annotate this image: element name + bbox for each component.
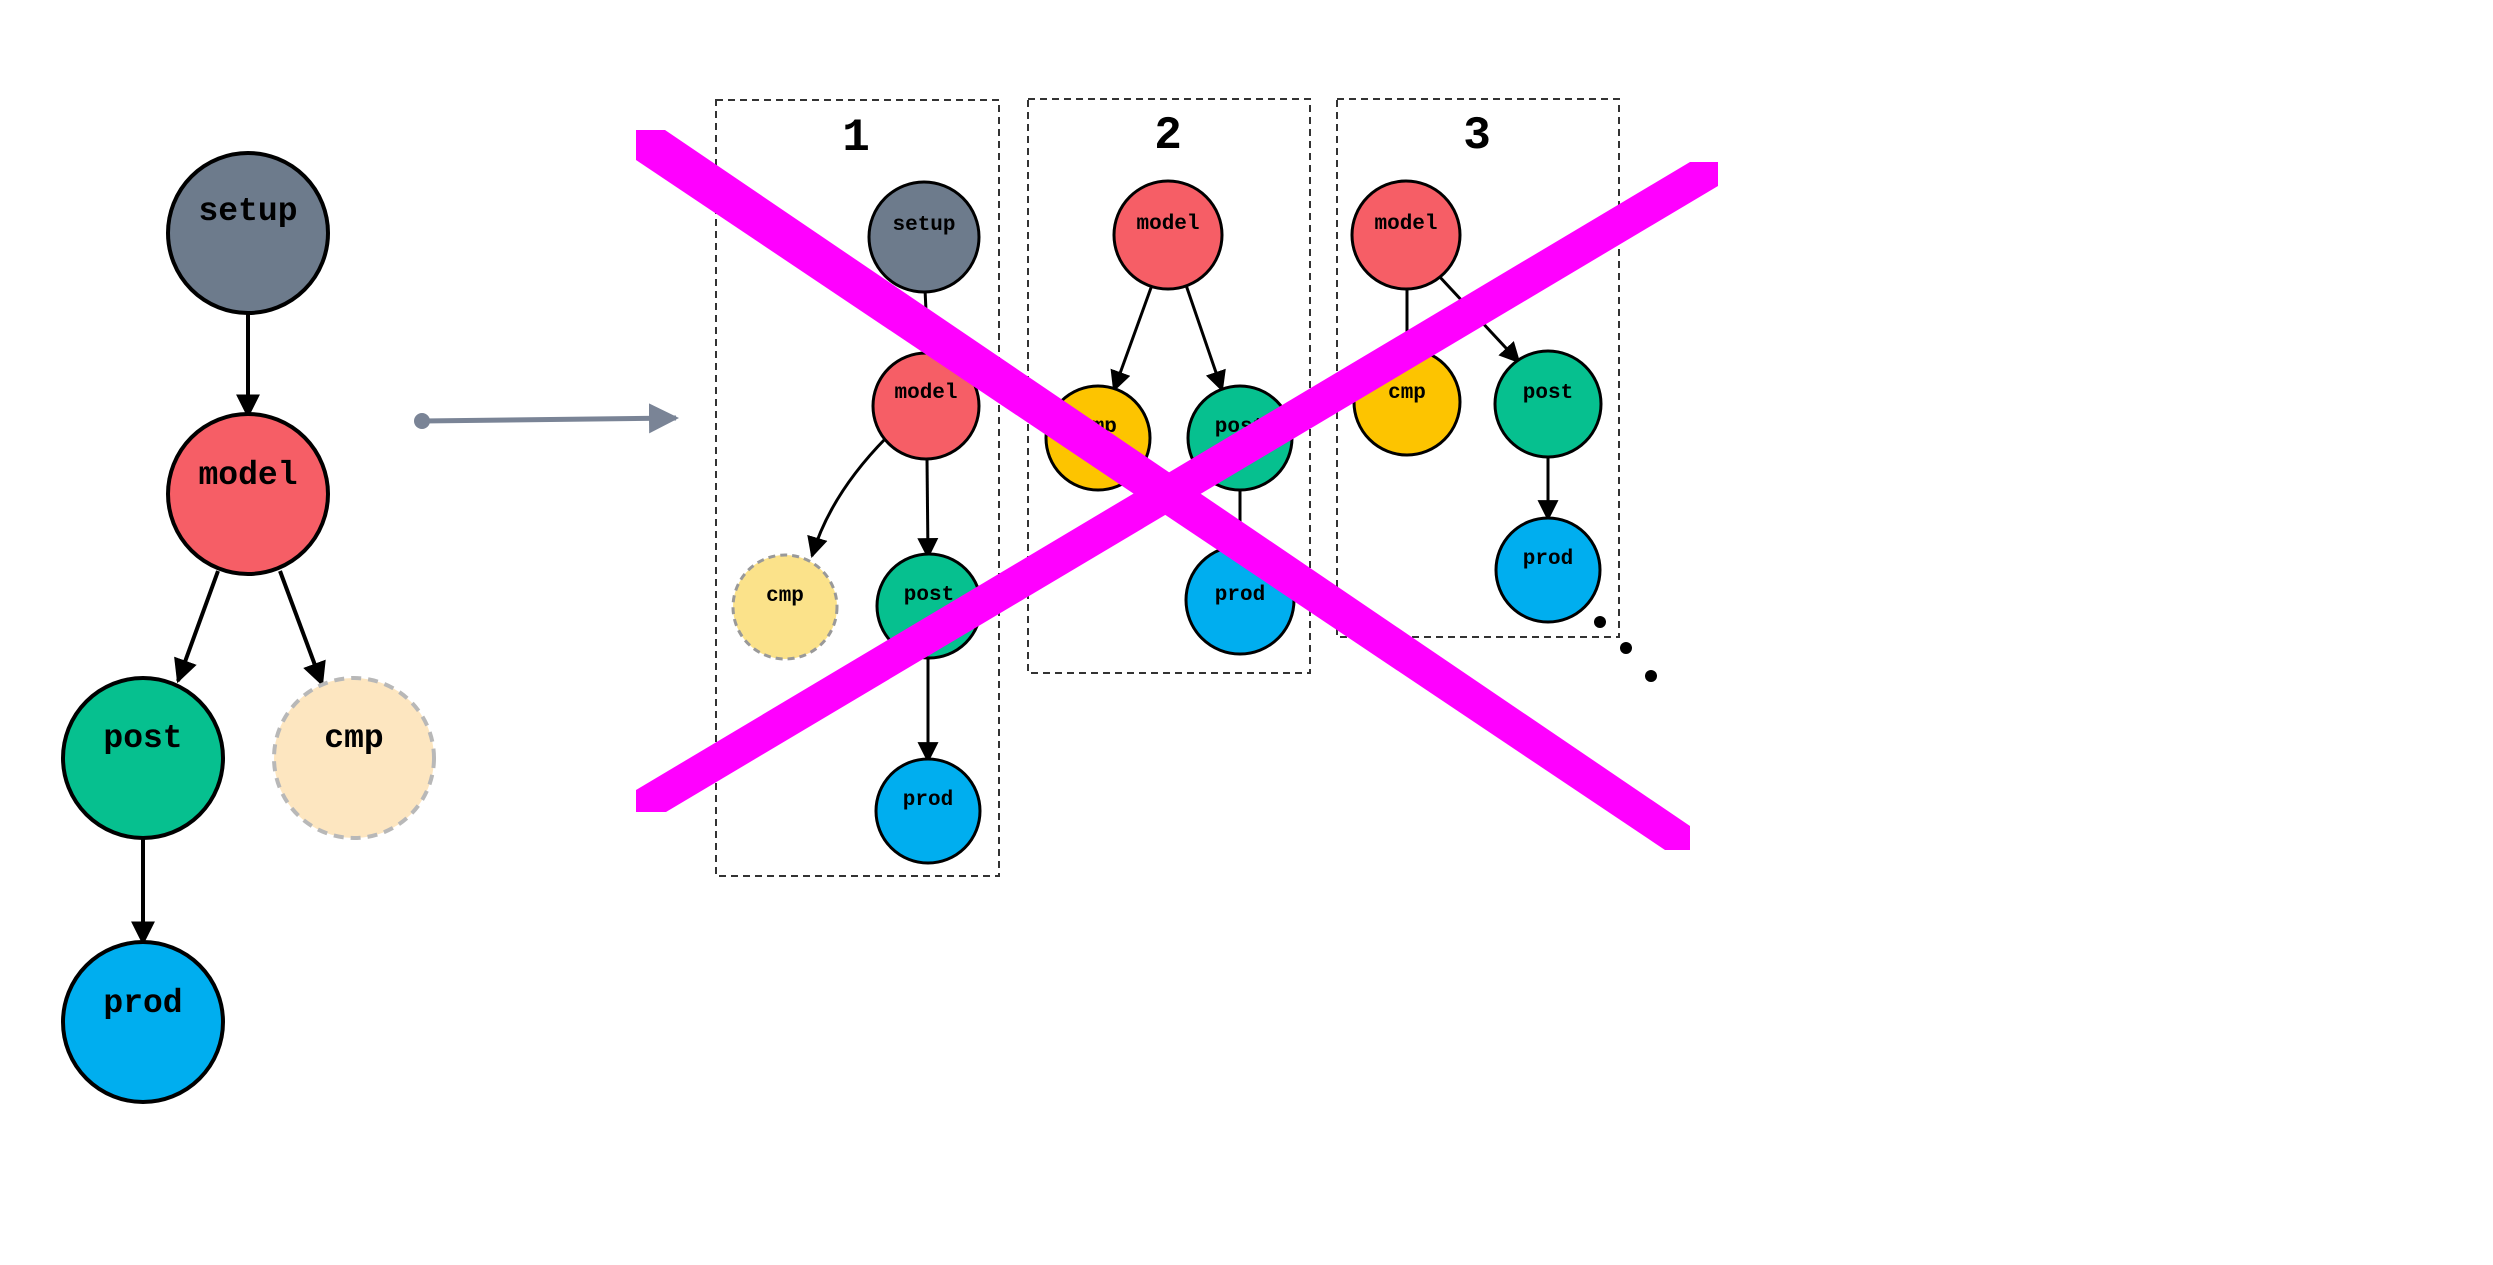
node-setup-label: setup (198, 193, 297, 230)
node-model-circle (168, 414, 328, 574)
node-prod-circle (63, 942, 223, 1102)
node-cmp-label: cmp (324, 720, 383, 757)
ellipsis-dot-1 (1594, 616, 1606, 628)
p1-node-cmp-label: cmp (766, 585, 804, 608)
original-graph: setup model post cmp prod (63, 153, 434, 1102)
node-model-label: model (198, 457, 297, 494)
edge-model-post (178, 571, 218, 681)
p2-node-prod-label: prod (1215, 584, 1265, 607)
p1-node-model-label: model (894, 382, 957, 405)
p1-node-setup: setup (869, 182, 979, 292)
edge-model-cmp (280, 571, 322, 684)
connector-arrow (414, 413, 676, 429)
node-setup-circle (168, 153, 328, 313)
panel-3-number: 3 (1463, 110, 1491, 162)
node-setup: setup (168, 153, 328, 313)
p2-node-model: model (1114, 181, 1222, 289)
p1-edge-model-cmp (812, 438, 886, 556)
node-cmp: cmp (274, 678, 434, 838)
p3-node-cmp-label: cmp (1388, 382, 1426, 405)
panel-2-number: 2 (1154, 110, 1182, 162)
p2-node-model-label: model (1136, 213, 1199, 236)
p1-edge-model-post (927, 458, 928, 557)
node-model: model (168, 414, 328, 574)
right-arrow-icon (422, 418, 676, 421)
panel-2: 2 model cmp post prod (1028, 99, 1310, 673)
ellipsis-dots-icon (1594, 616, 1657, 682)
node-post-circle (63, 678, 223, 838)
p1-node-prod-label: prod (903, 789, 953, 812)
p3-node-post: post (1495, 351, 1601, 457)
node-prod: prod (63, 942, 223, 1102)
p1-node-setup-circle (869, 182, 979, 292)
p1-node-cmp: cmp (733, 555, 837, 659)
panel-1-number: 1 (842, 112, 870, 164)
p1-node-setup-label: setup (892, 214, 955, 237)
p3-node-prod: prod (1496, 518, 1600, 622)
p3-node-model-label: model (1374, 213, 1437, 236)
p2-edge-model-post (1186, 285, 1222, 390)
p3-node-model: model (1352, 181, 1460, 289)
node-post-label: post (103, 720, 182, 757)
p1-node-prod: prod (876, 759, 980, 863)
node-prod-label: prod (103, 985, 182, 1022)
p2-edge-model-cmp (1114, 285, 1152, 390)
ellipsis-dot-2 (1620, 642, 1632, 654)
node-post: post (63, 678, 223, 838)
p3-node-post-label: post (1523, 382, 1573, 405)
p3-node-prod-label: prod (1523, 548, 1573, 571)
ellipsis-dot-3 (1645, 670, 1657, 682)
node-cmp-circle (274, 678, 434, 838)
p1-node-post-label: post (904, 584, 954, 607)
